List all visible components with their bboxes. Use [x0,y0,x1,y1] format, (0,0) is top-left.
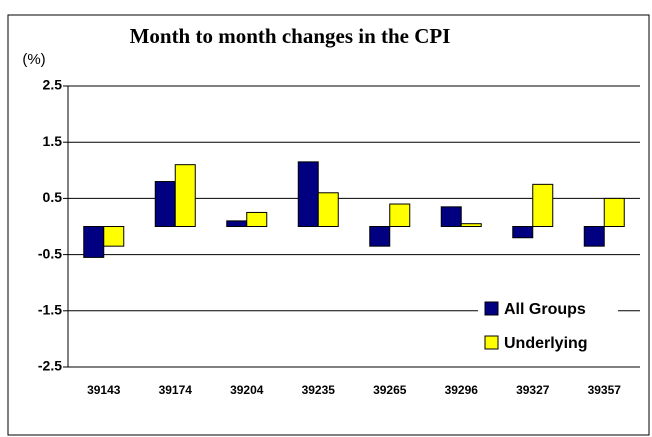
bar [532,183,554,228]
y-tick-label: 1.5 [43,133,63,149]
x-tick-label: 39296 [445,383,479,397]
y-tick-label: -0.5 [38,245,62,261]
bar [460,223,482,228]
bar [103,226,125,247]
y-tick-label: 2.5 [43,77,63,93]
x-tick-label: 39327 [516,383,550,397]
y-tick-label: -1.5 [38,302,62,318]
bar [440,206,462,228]
x-tick-label: 39235 [302,383,336,397]
bar [603,197,625,227]
x-tick-label: 39265 [373,383,407,397]
bar [226,220,248,228]
bar [154,181,176,227]
bar [583,226,605,247]
bar [389,203,411,228]
legend-label: Underlying [504,335,588,352]
legend-box [478,292,618,360]
legend-swatch [484,301,499,316]
chart-border [7,14,650,436]
legend-label: All Groups [504,301,586,318]
x-tick-label: 39357 [588,383,622,397]
bar [83,226,105,258]
x-tick-label: 39143 [87,383,121,397]
bar [174,164,196,227]
bar [246,211,268,227]
bar [317,192,339,227]
x-tick-label: 39204 [230,383,264,397]
y-axis-label: (%) [22,51,45,68]
legend-swatch [484,335,499,350]
y-tick-label: 0.5 [43,189,63,205]
x-tick-label: 39174 [159,383,193,397]
bar [369,226,391,247]
y-tick-label: -2.5 [38,358,62,374]
bar [512,226,534,239]
chart-title: Month to month changes in the CPI [129,24,451,48]
bar [297,161,319,227]
